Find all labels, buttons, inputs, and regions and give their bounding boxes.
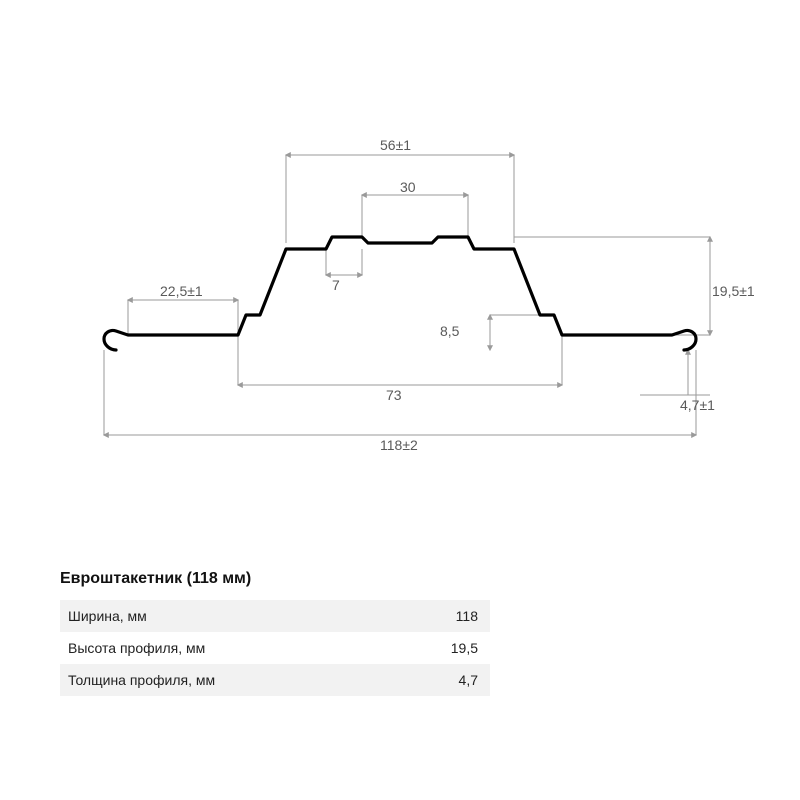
dim-label-225: 22,5±1	[160, 283, 203, 299]
dim-label-56: 56±1	[380, 137, 411, 153]
dim-label-47: 4,7±1	[680, 397, 715, 413]
table-row: Высота профиля, мм 19,5	[60, 632, 490, 664]
spec-value: 19,5	[451, 640, 478, 656]
dim-label-85: 8,5	[440, 323, 459, 339]
profile-diagram: 56±1 30 22,5±1 7 8,5 73 118±2 19,5±1 4,7…	[80, 135, 720, 455]
spec-label: Толщина профиля, мм	[68, 672, 215, 688]
dim-label-73: 73	[386, 387, 402, 403]
spec-title: Евроштакетник (118 мм)	[60, 570, 490, 588]
dim-label-30: 30	[400, 179, 416, 195]
spec-label: Ширина, мм	[68, 608, 147, 624]
spec-label: Высота профиля, мм	[68, 640, 205, 656]
table-row: Толщина профиля, мм 4,7	[60, 664, 490, 696]
spec-value: 4,7	[459, 672, 478, 688]
table-row: Ширина, мм 118	[60, 600, 490, 632]
dim-label-118: 118±2	[380, 437, 418, 453]
dim-label-195: 19,5±1	[712, 283, 755, 299]
spec-value: 118	[456, 608, 478, 624]
dim-label-7: 7	[332, 277, 340, 293]
spec-table: Евроштакетник (118 мм) Ширина, мм 118 Вы…	[60, 570, 490, 696]
